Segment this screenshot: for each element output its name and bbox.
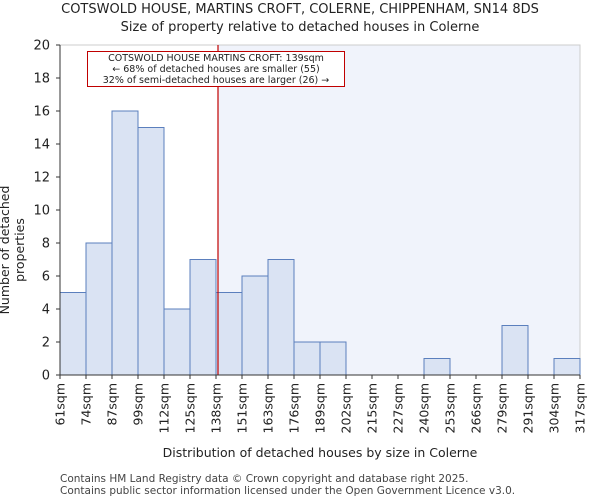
y-tick-label-6: 6	[42, 270, 50, 285]
x-tick-label-163sqm: 163sqm	[261, 383, 276, 433]
annotation-line-3: 32% of semi-detached houses are larger (…	[102, 75, 330, 86]
footer-licence: Contains public sector information licen…	[60, 485, 516, 497]
bar-189sqm	[319, 341, 347, 376]
bar-87sqm	[111, 110, 139, 376]
x-tick-label-112sqm: 112sqm	[157, 383, 172, 433]
bar-74sqm	[85, 242, 113, 376]
x-tick-label-151sqm: 151sqm	[235, 383, 250, 433]
bar-112sqm	[163, 308, 191, 376]
bar-125sqm	[189, 259, 217, 376]
y-tick-label-16: 16	[33, 105, 50, 120]
y-tick-label-4: 4	[42, 303, 50, 318]
y-axis-label: Number of detached properties	[0, 185, 27, 315]
bar-chart: 0 2 4 6 8 10 12 14 16 18 20 61sqm 74sqm 87sqm 99sqm 112…	[33, 39, 588, 434]
x-tick-label-61sqm: 61sqm	[53, 383, 68, 426]
y-tick-label-18: 18	[33, 72, 50, 87]
chart-title: COTSWOLD HOUSE, MARTINS CROFT, COLERNE, …	[61, 2, 539, 17]
x-tick-label-125sqm: 125sqm	[183, 383, 198, 433]
y-tick-label-20: 20	[33, 39, 50, 54]
y-tick-label-0: 0	[42, 369, 50, 384]
y-tick-label-8: 8	[42, 237, 50, 252]
x-tick-label-279sqm: 279sqm	[495, 383, 510, 433]
x-tick-label-266sqm: 266sqm	[469, 383, 484, 433]
bar-61sqm	[59, 292, 87, 376]
x-tick-label-291sqm: 291sqm	[521, 383, 536, 433]
bar-176sqm	[293, 341, 321, 376]
x-tick-label-317sqm: 317sqm	[573, 383, 588, 433]
x-tick-label-215sqm: 215sqm	[365, 383, 380, 433]
x-tick-label-253sqm: 253sqm	[443, 383, 458, 433]
bar-163sqm	[267, 259, 295, 376]
x-tick-label-138sqm: 138sqm	[209, 383, 224, 433]
x-tick-label-99sqm: 99sqm	[131, 383, 146, 426]
y-tick-label-2: 2	[42, 336, 50, 351]
bar-304sqm	[553, 358, 581, 376]
x-axis-label: Distribution of detached houses by size …	[162, 445, 478, 460]
annotation-line-2: ← 68% of detached houses are smaller (55…	[112, 64, 320, 75]
property-annotation-box: COTSWOLD HOUSE MARTINS CROFT: 139sqm ← 6…	[87, 51, 345, 87]
bar-99sqm	[137, 127, 165, 376]
y-tick-label-14: 14	[33, 138, 50, 153]
bar-240sqm	[423, 358, 451, 376]
bar-151sqm	[241, 275, 269, 376]
x-tick-label-227sqm: 227sqm	[391, 383, 406, 433]
footer-copyright: Contains HM Land Registry data © Crown c…	[60, 473, 469, 485]
x-tick-label-176sqm: 176sqm	[287, 383, 302, 433]
bar-279sqm	[501, 325, 529, 376]
annotation-line-1: COTSWOLD HOUSE MARTINS CROFT: 139sqm	[108, 53, 324, 64]
x-tick-label-87sqm: 87sqm	[105, 383, 120, 426]
y-tick-label-10: 10	[33, 204, 50, 219]
y-tick-label-12: 12	[33, 171, 50, 186]
chart-subtitle: Size of property relative to detached ho…	[120, 20, 480, 35]
x-tick-label-202sqm: 202sqm	[339, 383, 354, 433]
bar-138sqm	[215, 292, 243, 376]
x-tick-label-304sqm: 304sqm	[547, 383, 562, 433]
x-tick-label-240sqm: 240sqm	[417, 383, 432, 433]
x-tick-label-74sqm: 74sqm	[79, 383, 94, 426]
x-tick-label-189sqm: 189sqm	[313, 383, 328, 433]
